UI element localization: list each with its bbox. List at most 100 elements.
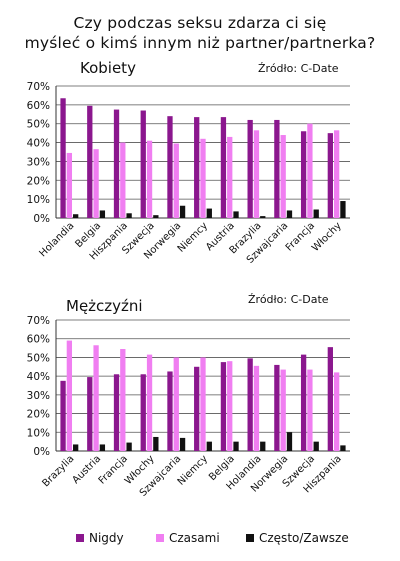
chart1-bar-cz-sto-zawsze <box>233 211 239 218</box>
chart2-bar-cz-sto-zawsze <box>206 441 212 451</box>
chart2-bar-czasami <box>253 365 260 451</box>
chart1-bar-czasami <box>120 142 126 218</box>
legend-item-czesto-zawsze: Często/Zawsze <box>246 531 349 545</box>
chart2-bar-cz-sto-zawsze <box>313 441 319 451</box>
chart2-bar-nigdy <box>300 354 307 451</box>
chart1-bar-cz-sto-zawsze <box>153 215 159 218</box>
chart2-bar-nigdy <box>167 371 173 451</box>
chart2-ytick-label: 40% <box>27 371 50 383</box>
chart1-bar-czasami <box>307 123 313 218</box>
chart2-title: Mężczyźni <box>66 297 143 315</box>
chart2-bar-cz-sto-zawsze <box>99 444 106 451</box>
legend-item-nigdy: Nigdy <box>76 531 124 545</box>
chart1-bar-nigdy <box>87 105 93 218</box>
legend-swatch-czasami <box>156 534 164 542</box>
chart1-bar-cz-sto-zawsze <box>99 210 106 218</box>
legend-label-nigdy: Nigdy <box>89 531 124 545</box>
chart1-bar-cz-sto-zawsze <box>179 205 186 218</box>
chart2-bar-cz-sto-zawsze <box>286 432 293 451</box>
chart2-ytick-label: 60% <box>27 334 50 346</box>
chart2-bar-cz-sto-zawsze <box>233 441 239 451</box>
chart2-bar-cz-sto-zawsze <box>73 444 79 451</box>
legend-swatch-nigdy <box>76 534 84 542</box>
chart2-bar-nigdy <box>87 377 93 451</box>
chart2-bar-czasami <box>173 357 179 451</box>
chart-title-line1: Czy podczas seksu zdarza ci się <box>73 14 327 32</box>
chart1-bar-cz-sto-zawsze <box>206 208 212 218</box>
legend-label-czesto-zawsze: Często/Zawsze <box>259 531 349 545</box>
chart1-bar-cz-sto-zawsze <box>126 213 132 218</box>
chart2-category-label: Niemcy <box>176 453 210 487</box>
chart2-bar-czasami <box>280 369 286 451</box>
chart2-bar-cz-sto-zawsze <box>340 445 346 451</box>
chart2-bar-nigdy <box>274 364 280 451</box>
chart1-category-label: Niemcy <box>176 220 210 254</box>
chart-title-line2: myśleć o kimś innym niż partner/partnerk… <box>24 34 376 52</box>
legend: Nigdy Czasami Często/Zawsze <box>0 531 400 549</box>
chart2-bar-nigdy <box>113 374 120 451</box>
chart2-bar-czasami <box>333 372 340 451</box>
chart2-bar-cz-sto-zawsze <box>153 436 159 451</box>
legend-label-czasami: Czasami <box>169 531 220 545</box>
chart2-ytick-label: 10% <box>27 427 50 439</box>
chart1-bar-czasami <box>146 140 153 218</box>
chart1-bar-nigdy <box>60 98 66 218</box>
chart2-bar-czasami <box>200 357 206 451</box>
chart2-bar-nigdy <box>220 362 227 451</box>
chart1-bar-czasami <box>66 152 73 218</box>
chart1-bar-czasami <box>93 149 99 218</box>
chart1-ytick-label: 20% <box>27 175 50 187</box>
chart1-bar-cz-sto-zawsze <box>313 209 319 218</box>
chart1-ytick-label: 50% <box>27 119 50 131</box>
chart2-bar-czasami <box>120 349 126 451</box>
chart1-bar-czasami <box>333 130 340 218</box>
chart1-category-label: Włochy <box>310 220 344 254</box>
chart1-ytick-label: 60% <box>27 100 50 112</box>
chart1-bar-czasami <box>200 138 206 218</box>
chart1-bar-cz-sto-zawsze <box>73 214 79 218</box>
chart1-bar-cz-sto-zawsze <box>286 210 293 218</box>
chart1-bar-czasami <box>227 136 233 218</box>
legend-swatch-czesto-zawsze <box>246 534 254 542</box>
chart1-bar-nigdy <box>247 119 253 218</box>
chart2-bar-czasami <box>227 361 233 451</box>
chart1-ytick-label: 0% <box>33 213 50 225</box>
chart1-bar-nigdy <box>140 110 146 218</box>
chart2-category-label: Brazylia <box>40 453 76 489</box>
chart2-bar-czasami <box>307 369 313 451</box>
chart1-ytick-label: 70% <box>27 81 50 93</box>
chart1-bar-nigdy <box>167 116 173 218</box>
chart1-bar-nigdy <box>113 109 120 218</box>
chart2-bar-cz-sto-zawsze <box>179 437 186 451</box>
chart1-bar-nigdy <box>300 131 307 218</box>
legend-item-czasami: Czasami <box>156 531 220 545</box>
chart2-ytick-label: 0% <box>33 446 50 458</box>
chart2-bar-cz-sto-zawsze <box>260 441 266 451</box>
chart2-bar-czasami <box>66 340 73 451</box>
chart1-ytick-label: 10% <box>27 194 50 206</box>
chart2-ytick-label: 70% <box>27 315 50 327</box>
chart1-category-label: Holandia <box>37 220 76 259</box>
chart1-ytick-label: 40% <box>27 138 50 150</box>
chart1-bar-nigdy <box>327 133 333 218</box>
chart1-bar-czasami <box>173 143 179 218</box>
chart2-bar-czasami <box>93 345 99 451</box>
chart2-bar-czasami <box>146 354 153 451</box>
chart2-ytick-label: 20% <box>27 409 50 421</box>
chart1-source: Źródło: C-Date <box>258 62 339 75</box>
chart2-ytick-label: 50% <box>27 352 50 364</box>
chart2-bar-nigdy <box>247 358 253 451</box>
chart1-bar-nigdy <box>194 117 200 218</box>
chart2-bar-nigdy <box>60 380 66 451</box>
chart1-bar-cz-sto-zawsze <box>340 201 346 218</box>
chart2-bar-nigdy <box>140 374 146 451</box>
chart1-ytick-label: 30% <box>27 156 50 168</box>
chart1-bar-nigdy <box>220 117 227 218</box>
chart2-ytick-label: 30% <box>27 390 50 402</box>
chart1-bar-czasami <box>253 130 260 218</box>
chart2-source: Źródło: C-Date <box>248 293 329 306</box>
chart2-bar-nigdy <box>194 366 200 451</box>
chart1-bar-nigdy <box>274 119 280 218</box>
chart1-bar-czasami <box>280 135 286 218</box>
